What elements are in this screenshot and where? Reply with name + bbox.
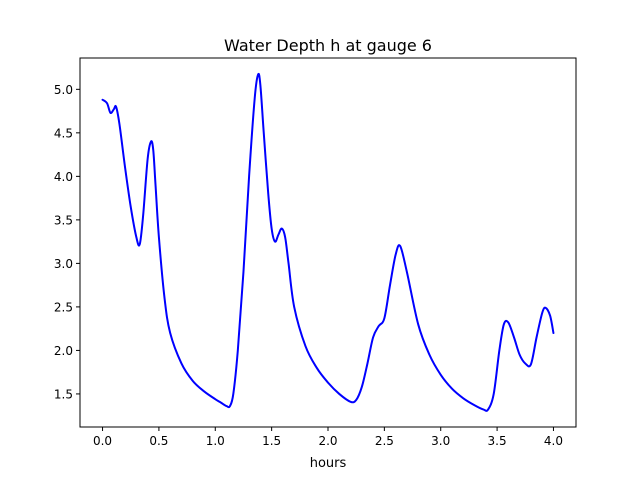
plot-area-frame xyxy=(79,57,577,428)
x-tick-label: 3.0 xyxy=(431,434,450,448)
x-tick-label: 0.0 xyxy=(93,434,112,448)
y-tick-label: 5.0 xyxy=(54,83,73,97)
y-tick-label: 2.5 xyxy=(54,300,73,314)
chart-title: Water Depth h at gauge 6 xyxy=(224,36,432,55)
x-tick-label: 4.0 xyxy=(544,434,563,448)
x-tick-label: 0.5 xyxy=(149,434,168,448)
y-tick-label: 3.0 xyxy=(54,257,73,271)
y-tick-label: 1.5 xyxy=(54,387,73,401)
y-axis-ticks: 1.5 2.0 2.5 3.0 3.5 4.0 4.5 5.0 xyxy=(54,83,80,401)
x-tick-label: 3.5 xyxy=(488,434,507,448)
y-tick-label: 4.5 xyxy=(54,126,73,140)
y-tick-label: 2.0 xyxy=(54,344,73,358)
x-axis-ticks: 0.0 0.5 1.0 1.5 2.0 2.5 3.0 3.5 4.0 xyxy=(93,427,563,448)
x-tick-label: 1.0 xyxy=(206,434,225,448)
series-line xyxy=(101,72,555,412)
x-tick-label: 2.5 xyxy=(375,434,394,448)
x-axis-label: hours xyxy=(310,456,347,471)
y-tick-label: 4.0 xyxy=(54,170,73,184)
x-tick-label: 2.0 xyxy=(318,434,337,448)
x-tick-label: 1.5 xyxy=(262,434,281,448)
y-tick-label: 3.5 xyxy=(54,213,73,227)
